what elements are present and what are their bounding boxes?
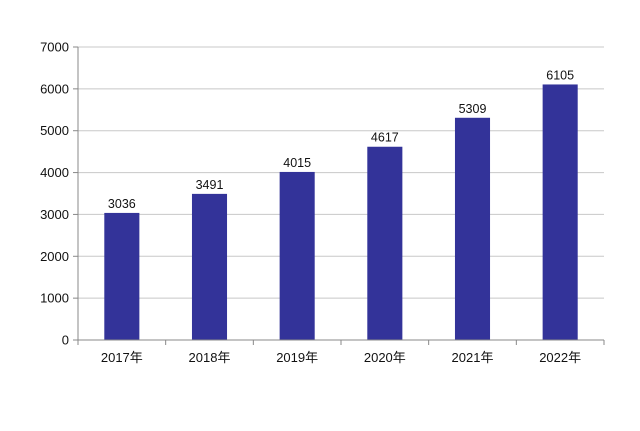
y-tick-label: 3000 [40, 207, 69, 222]
x-tick-label: 2021年 [452, 350, 494, 365]
x-tick-label: 2022年 [539, 350, 581, 365]
y-tick-label: 1000 [40, 291, 69, 306]
bar [191, 193, 228, 340]
bar [104, 212, 140, 340]
data-label: 3491 [196, 178, 224, 192]
y-tick-label: 7000 [40, 40, 69, 55]
data-label: 3036 [108, 197, 136, 211]
grid-lines [78, 46, 604, 299]
bars [104, 84, 578, 340]
x-axis-ticks: 2017年 2018年 2019年 2020年 2021年 2022年 [77, 340, 605, 365]
x-tick-label: 2020年 [364, 350, 406, 365]
y-tick-label: 2000 [40, 249, 69, 264]
y-tick-label: 5000 [40, 123, 69, 138]
bar [367, 146, 403, 340]
data-label: 4617 [371, 131, 399, 145]
y-tick-label: 4000 [40, 165, 69, 180]
data-label: 6105 [546, 68, 574, 82]
y-tick-label: 6000 [40, 81, 69, 96]
data-label: 4015 [283, 156, 311, 170]
bar [542, 84, 578, 340]
x-tick-label: 2017年 [101, 350, 143, 365]
x-tick-label: 2019年 [276, 350, 318, 365]
bar [454, 117, 491, 340]
y-axis-ticks: 0 1000 2000 3000 4000 5000 6000 7000 [40, 40, 78, 348]
y-tick-label: 0 [62, 333, 69, 348]
bar [279, 171, 315, 340]
x-tick-label: 2018年 [189, 350, 231, 365]
data-label: 5309 [459, 102, 487, 116]
data-labels: 3036 3491 4015 4617 5309 6105 [108, 68, 574, 210]
